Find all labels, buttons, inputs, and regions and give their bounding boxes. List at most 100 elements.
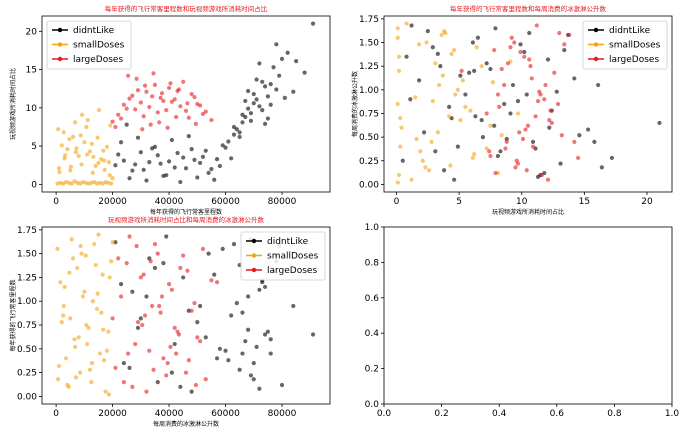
data-point [260,79,265,84]
x-axis-label: 玩视频游戏所消耗时间占比 [492,208,564,216]
data-point [490,80,496,85]
data-point [87,367,93,372]
data-point [291,303,296,309]
data-point [78,133,83,138]
data-point [498,149,503,154]
data-point [195,335,200,340]
x-tick-label: 60000 [211,197,240,207]
data-point [140,127,145,132]
data-point [158,161,163,166]
data-point [294,59,299,64]
data-point [487,149,492,154]
x-tick-label: 5 [456,197,462,207]
data-point [178,265,183,271]
series-largeDoses [459,23,581,182]
data-point [539,172,544,178]
data-point [530,139,536,144]
data-point [268,337,273,342]
data-point [433,149,438,154]
data-point [87,149,93,154]
data-point [463,92,468,97]
data-point [439,32,444,38]
data-point [164,373,169,378]
data-point [126,73,131,78]
data-point [109,259,114,264]
data-point [534,23,539,28]
data-point [240,351,245,356]
data-point [134,243,139,249]
data-point [470,155,476,161]
data-point [416,78,422,83]
data-point [515,111,521,116]
data-point [279,56,285,61]
data-point [141,167,146,172]
data-point [69,237,74,242]
data-point [101,148,106,153]
data-point [130,93,135,98]
data-point [161,261,166,266]
data-point [192,301,197,306]
data-point [260,280,265,285]
data-point [265,329,270,334]
chart-title: 玩视频游戏所消耗时间占比和每周消费的冰激淋公升数 [108,215,265,224]
data-point [268,351,273,356]
data-point [79,251,84,256]
data-point [75,265,80,271]
data-point [82,289,87,294]
data-point [58,280,63,285]
data-point [418,149,423,154]
data-point [271,65,276,70]
data-point [121,102,126,107]
data-point [472,68,477,73]
data-point [223,348,228,353]
legend-label: largeDoses [267,266,317,276]
subplot-3: 0 20000 40000 60000 80000 0.00 0.25 0.50 0.75 1.0… [9,215,331,428]
data-point [169,99,174,104]
data-point [121,360,126,366]
y-axis-label: 每周消费的冰激淋公升数 [351,71,359,137]
data-point [124,261,129,266]
plot-area [383,226,673,405]
data-point [85,152,90,157]
data-point [189,91,194,97]
data-point [76,335,81,340]
data-point [448,163,453,168]
y-tick-label: 10 [26,104,38,114]
data-point [118,116,124,121]
data-point [155,380,160,385]
data-point [524,92,529,97]
data-point [68,168,73,173]
subplot-2: 0 5 10 15 20 0.00 0.25 0.50 0.75 1.00 1.25 1.50 1.75… [351,4,673,216]
legend: didntLike smallDoses largeDoses [582,20,668,70]
data-point [277,73,282,78]
data-point [257,287,262,292]
data-point [572,76,577,81]
x-axis-label: 每年获得的飞行常客里程数 [150,208,222,216]
data-point [484,111,489,116]
data-point [99,310,104,315]
data-point [144,178,149,183]
data-point [150,303,155,309]
data-point [435,130,440,135]
y-tick-label: 0.00 [17,392,37,402]
data-point [396,172,402,178]
data-point [186,134,191,139]
data-point [240,120,245,125]
data-point [223,145,228,150]
data-point [508,45,513,50]
data-point [502,82,507,88]
data-point [166,281,172,287]
x-tick-label: 0 [53,409,59,419]
data-point [423,165,428,170]
data-point [92,242,97,247]
data-point [113,163,118,168]
data-point [472,152,477,157]
data-point [229,313,234,318]
y-tick-label: 1.00 [17,297,37,307]
data-point [409,177,414,182]
data-point [251,377,256,382]
data-point [468,108,473,113]
y-tick-label: 0 [31,180,37,190]
data-point [118,140,124,145]
data-point [557,30,562,36]
